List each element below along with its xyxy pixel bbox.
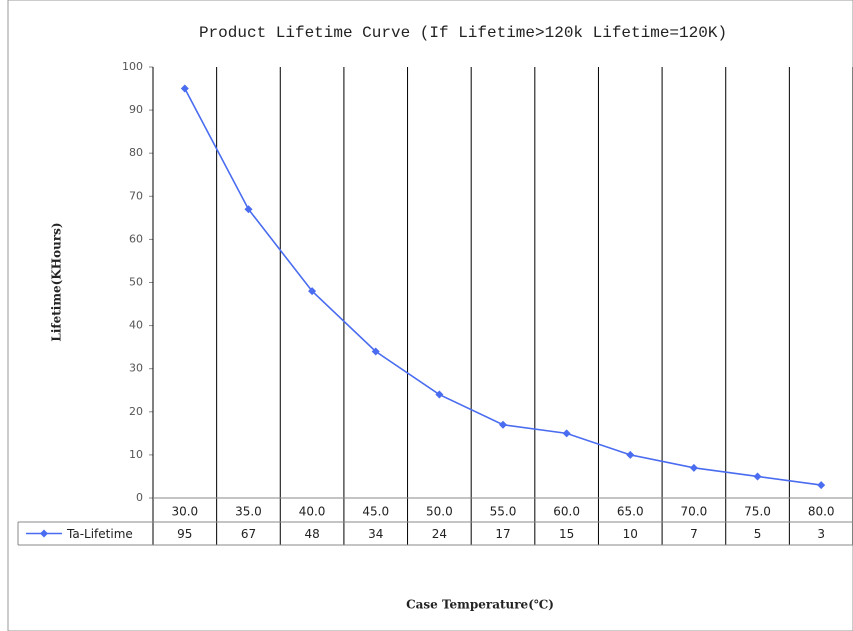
data-point	[308, 287, 317, 296]
y-tick-label: 30	[129, 362, 143, 375]
table-value: 5	[754, 527, 762, 541]
data-point	[626, 450, 635, 459]
x-tick-label: 35.0	[235, 505, 262, 519]
y-tick-label: 70	[129, 189, 143, 202]
x-tick-label: 65.0	[617, 505, 644, 519]
y-tick-label: 20	[129, 405, 143, 418]
y-tick-label: 60	[129, 232, 143, 245]
table-value: 17	[495, 527, 510, 541]
data-point	[562, 429, 571, 438]
table-value: 15	[559, 527, 574, 541]
x-axis-title: Case Temperature(℃)	[406, 598, 554, 612]
table-value: 48	[304, 527, 319, 541]
x-tick-label: 30.0	[171, 505, 198, 519]
y-tick-label: 100	[122, 60, 143, 73]
table-value: 34	[368, 527, 383, 541]
data-point	[371, 347, 380, 356]
table-value: 7	[690, 527, 698, 541]
table-value: 3	[817, 527, 825, 541]
x-tick-label: 40.0	[299, 505, 326, 519]
chart-frame	[7, 0, 853, 631]
data-point	[753, 472, 762, 481]
x-tick-label: 70.0	[681, 505, 708, 519]
x-tick-label: 80.0	[808, 505, 835, 519]
y-tick-label: 0	[136, 491, 143, 504]
legend-marker	[40, 529, 48, 538]
x-tick-label: 45.0	[362, 505, 389, 519]
table-value: 67	[241, 527, 256, 541]
x-tick-label: 60.0	[553, 505, 580, 519]
table-value: 10	[623, 527, 638, 541]
table-value: 24	[432, 527, 447, 541]
table-value: 95	[177, 527, 192, 541]
chart-title: Product Lifetime Curve (If Lifetime>120k…	[199, 24, 727, 42]
y-tick-label: 50	[129, 276, 143, 289]
y-tick-label: 80	[129, 146, 143, 159]
data-point	[180, 84, 189, 93]
data-point	[435, 390, 444, 399]
data-point	[817, 481, 826, 490]
x-tick-label: 75.0	[744, 505, 771, 519]
y-tick-label: 90	[129, 103, 143, 116]
data-point	[244, 205, 253, 214]
x-tick-label: 55.0	[490, 505, 517, 519]
data-point	[499, 420, 507, 429]
data-point	[689, 463, 698, 472]
x-tick-label: 50.0	[426, 505, 453, 519]
y-axis-title: Lifetime(KHours)	[50, 222, 64, 341]
y-tick-label: 10	[129, 448, 143, 461]
y-tick-label: 40	[129, 319, 143, 332]
legend-label: Ta-Lifetime	[66, 527, 133, 541]
